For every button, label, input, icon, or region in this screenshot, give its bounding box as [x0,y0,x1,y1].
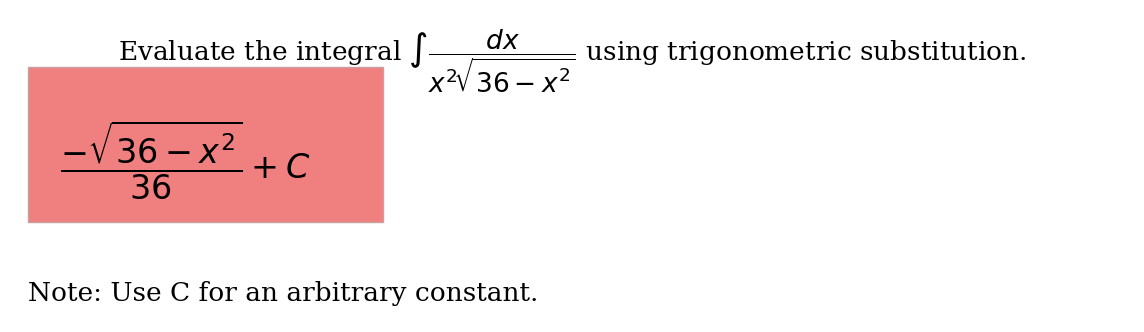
Text: Note: Use C for an arbitrary constant.: Note: Use C for an arbitrary constant. [27,282,539,306]
FancyBboxPatch shape [27,67,383,222]
Text: $\dfrac{-\sqrt{36-x^2}}{36} + C$: $\dfrac{-\sqrt{36-x^2}}{36} + C$ [59,118,310,202]
Text: Evaluate the integral $\int \dfrac{dx}{x^2\!\sqrt{36-x^2}}$ using trigonometric : Evaluate the integral $\int \dfrac{dx}{x… [118,27,1026,95]
